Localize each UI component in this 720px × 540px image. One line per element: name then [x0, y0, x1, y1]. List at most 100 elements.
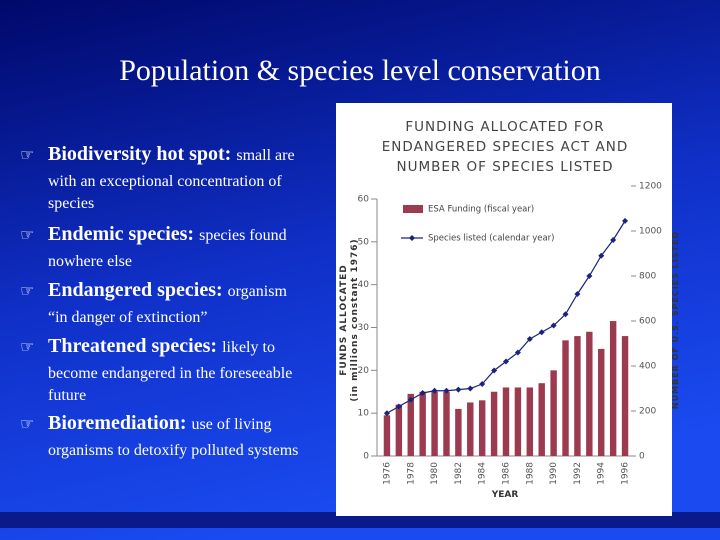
bullet-line: Endangered species: organism [48, 279, 287, 301]
bar [526, 387, 534, 456]
bar [598, 348, 605, 456]
bullet-term: Bioremediation: [48, 412, 187, 434]
y2-axis-label: NUMBER OF U.S. SPECIES LISTED [671, 231, 680, 409]
bullet-line: Endemic species: species found [48, 223, 287, 245]
bar [419, 391, 426, 456]
x-tick-label: 1978 [406, 462, 416, 485]
bullet-desc: organisms to detoxify polluted systems [48, 442, 298, 459]
bullet-desc: small are [236, 147, 294, 164]
legend-label: Species listed (calendar year) [428, 234, 554, 244]
marker [395, 403, 402, 410]
bar [621, 336, 629, 456]
bar [502, 387, 510, 456]
x-tick-label: 1984 [478, 462, 488, 485]
bar [455, 408, 462, 456]
chart-title: FUNDING ALLOCATED FOR [405, 119, 604, 135]
legend-swatch [403, 205, 423, 213]
y2-tick-label: 0 [639, 452, 645, 462]
bar [383, 415, 391, 456]
bullet-term: Endemic species: [48, 223, 194, 245]
y-tick-label: 10 [358, 409, 370, 419]
y2-tick-label: 1000 [639, 227, 662, 237]
y-tick-label: 40 [358, 280, 370, 290]
bar [443, 391, 450, 456]
x-tick-label: 1990 [549, 462, 559, 485]
bullet-desc: become endangered in the foreseeable [48, 365, 292, 382]
bar [562, 340, 569, 456]
bullet-term: Biodiversity hot spot: [48, 143, 231, 165]
bar [431, 391, 438, 456]
chart-title: ENDANGERED SPECIES ACT AND [382, 139, 628, 155]
bullet-icon: ☞ [20, 414, 34, 433]
bar [467, 402, 474, 456]
marker [550, 322, 557, 329]
bar [478, 400, 486, 456]
bullet-term: Endangered species: [48, 279, 223, 301]
y2-tick-label: 800 [639, 272, 656, 282]
marker [443, 387, 450, 394]
bar [609, 321, 617, 456]
bullet-icon: ☞ [20, 281, 34, 300]
x-tick-label: 1996 [621, 462, 631, 485]
y-tick-label: 20 [358, 366, 370, 376]
y2-tick-label: 400 [639, 362, 656, 372]
bar [574, 336, 581, 456]
y-tick-label: 50 [358, 237, 370, 247]
y-axis-label: FUNDS ALLOCATED [339, 264, 349, 375]
bar [490, 391, 498, 456]
marker [503, 358, 509, 365]
y2-tick-label: 600 [639, 317, 656, 327]
bar [514, 387, 522, 456]
bullet-desc: organism [228, 283, 288, 300]
y-axis-label: (in millions constant 1976) [350, 238, 360, 401]
bullet-line: Bioremediation: use of living [48, 412, 272, 434]
bullet-line: Threatened species: likely to [48, 335, 275, 357]
chart-title: NUMBER OF SPECIES LISTED [396, 159, 613, 175]
marker [622, 217, 629, 224]
bar [550, 370, 557, 456]
marker [431, 387, 438, 394]
marker [514, 349, 521, 356]
bullet-desc: with an exceptional concentration of [48, 173, 282, 190]
y2-tick-label: 200 [639, 407, 656, 417]
bar [407, 393, 414, 456]
bullet-desc: likely to [222, 339, 275, 356]
bullet-icon: ☞ [20, 225, 34, 244]
bullet-term: Threatened species: [48, 335, 217, 357]
y-tick-label: 0 [363, 452, 369, 462]
bullet-icon: ☞ [20, 145, 34, 164]
x-tick-label: 1988 [525, 462, 535, 485]
bar [538, 383, 545, 456]
legend-swatch [409, 235, 415, 241]
bullet-desc: “in danger of extinction” [48, 309, 208, 326]
x-axis-label: YEAR [491, 490, 519, 500]
marker [586, 273, 593, 279]
bullet-desc: species found [199, 227, 287, 244]
bullet-desc: nowhere else [48, 253, 132, 270]
slide-title: Population & species level conservation [119, 54, 601, 87]
marker [467, 385, 474, 392]
x-tick-label: 1992 [573, 462, 583, 485]
marker [383, 410, 390, 417]
x-tick-label: 1986 [502, 462, 512, 485]
x-tick-label: 1976 [382, 462, 392, 485]
y-tick-label: 60 [358, 195, 370, 205]
marker [455, 386, 462, 393]
marker [419, 390, 426, 396]
y-tick-label: 30 [358, 323, 370, 333]
y2-tick-label: 1200 [639, 182, 662, 192]
bullet-desc: future [48, 387, 86, 404]
legend-label: ESA Funding (fiscal year) [428, 205, 534, 215]
bullet-icon: ☞ [20, 337, 34, 356]
bullet-line: Biodiversity hot spot: small are [48, 143, 295, 165]
bullet-desc: use of living [192, 416, 272, 433]
marker [491, 367, 498, 374]
marker [562, 311, 569, 318]
x-tick-label: 1982 [454, 462, 464, 485]
marker [479, 381, 486, 387]
marker [538, 329, 545, 336]
bar [395, 404, 403, 456]
bar [586, 331, 593, 456]
x-tick-label: 1980 [430, 462, 440, 485]
